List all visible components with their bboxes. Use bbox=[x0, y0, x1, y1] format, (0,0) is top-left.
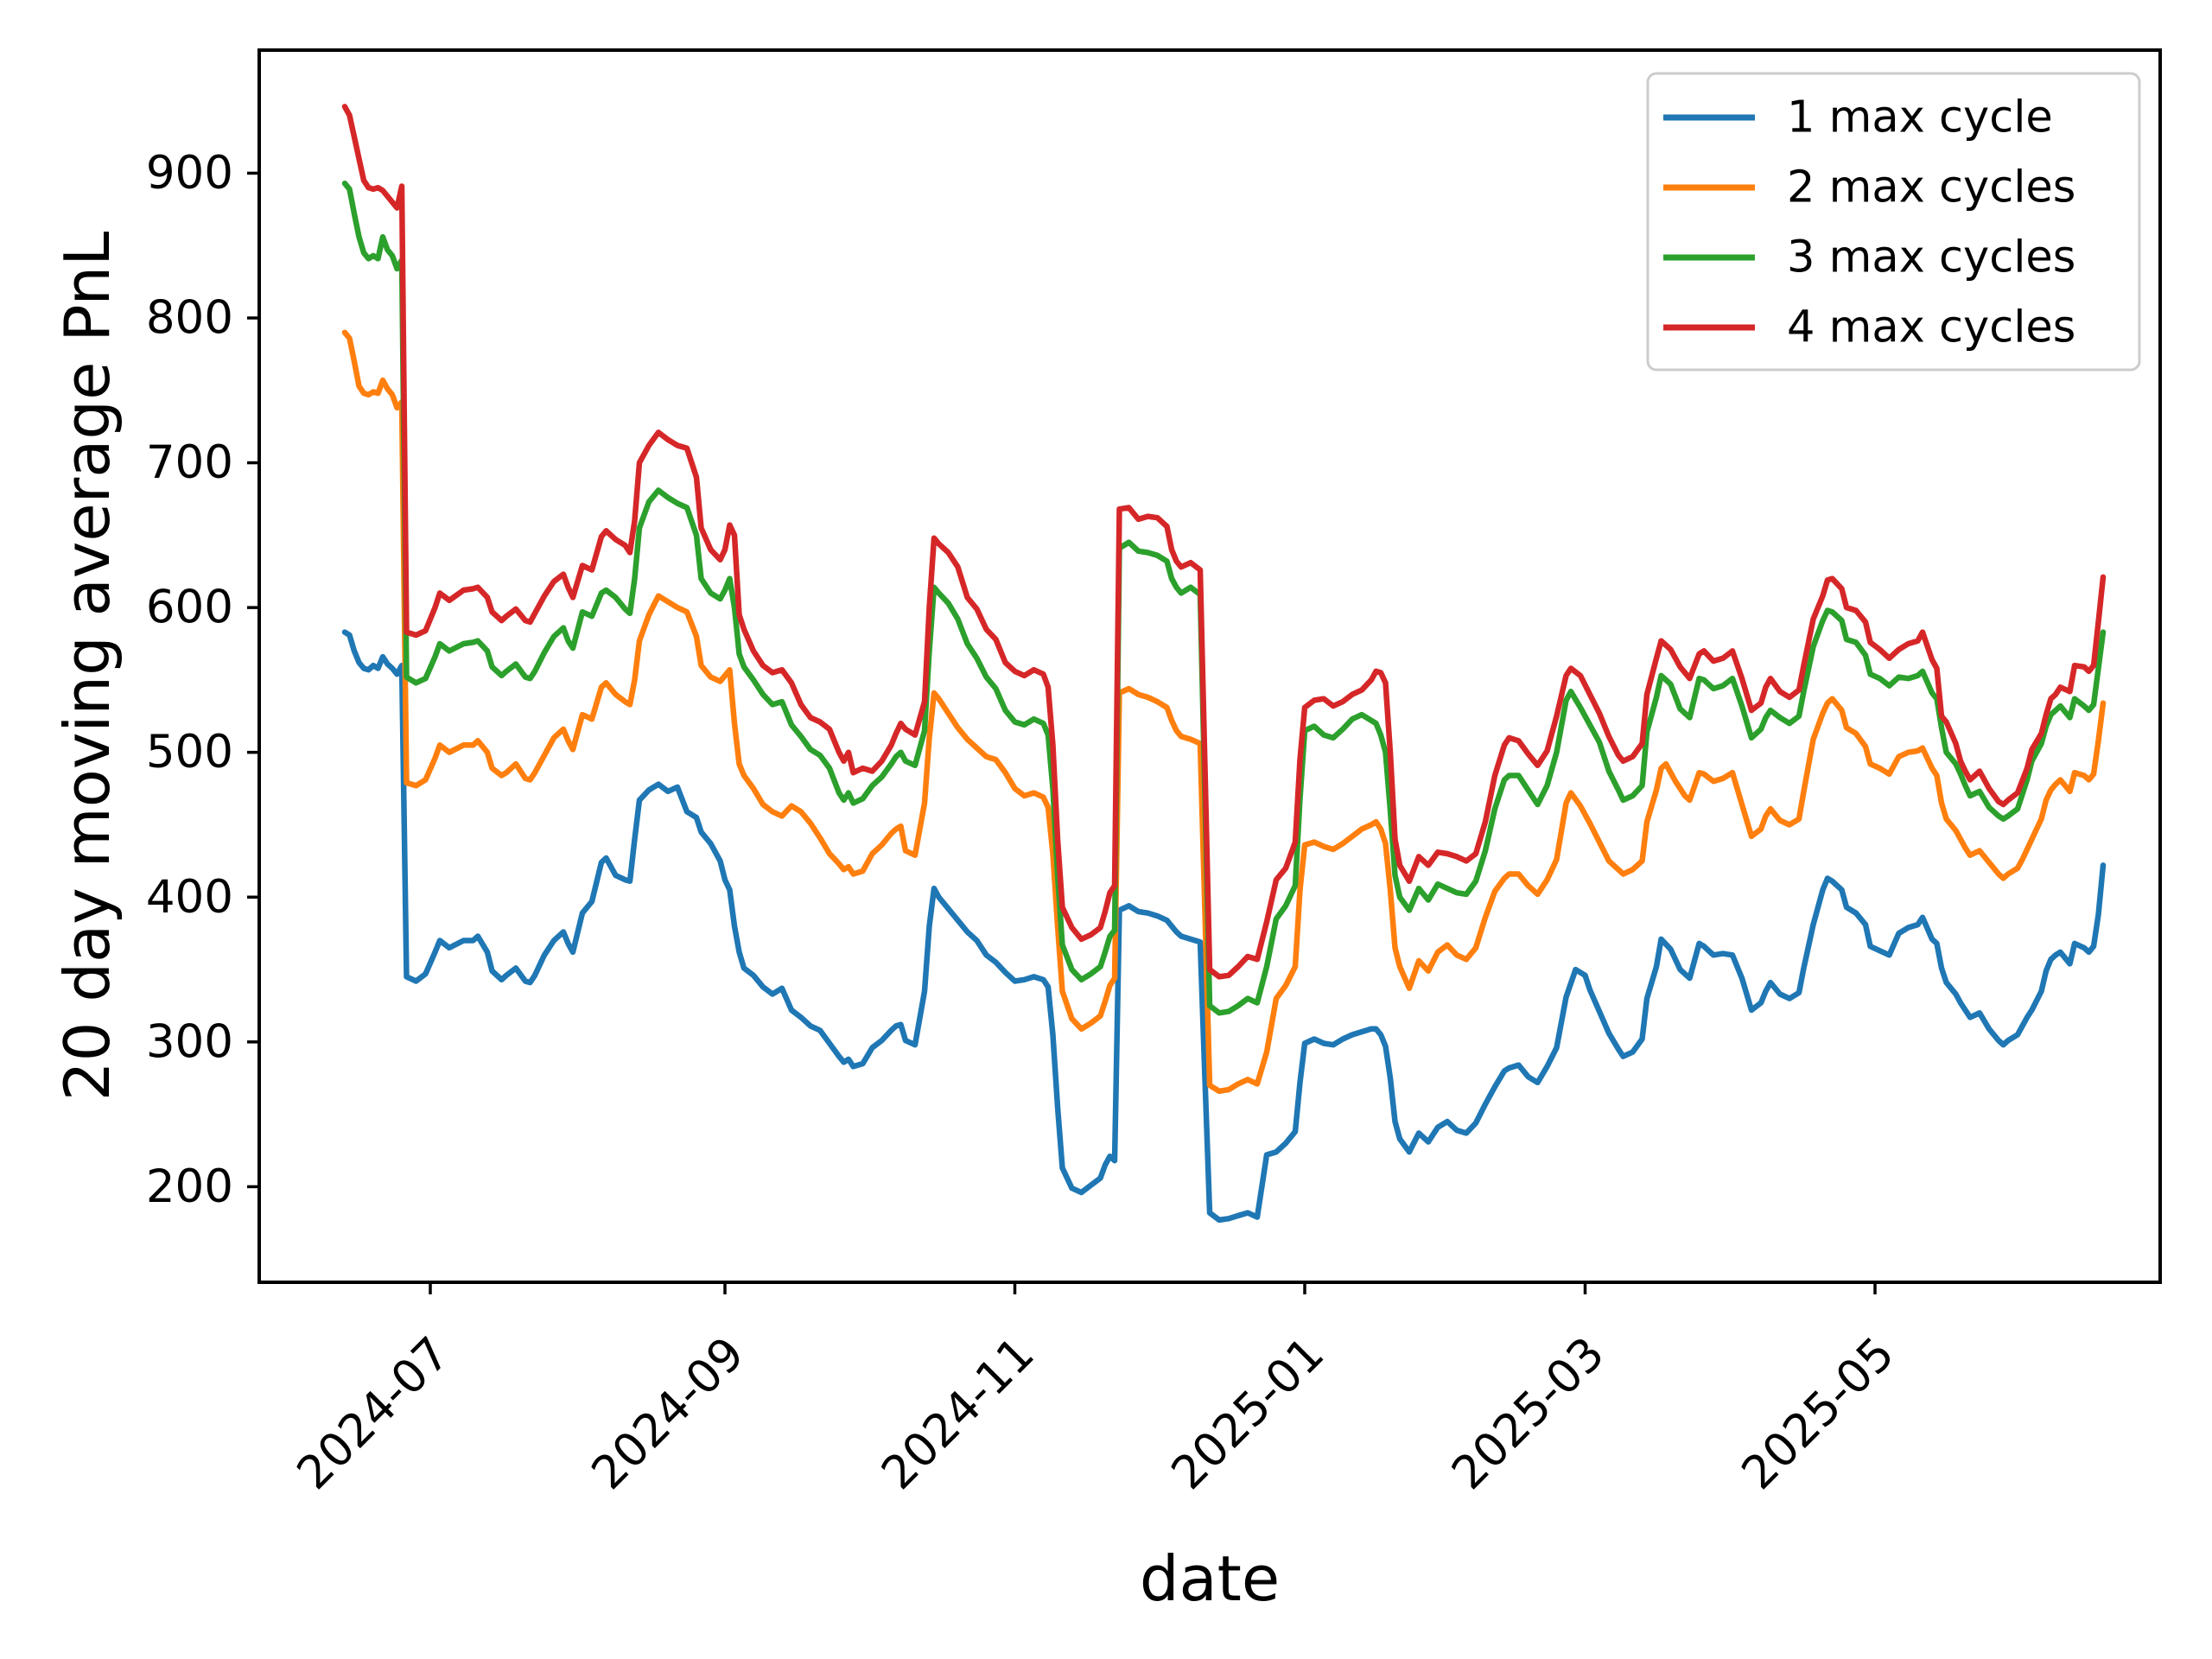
legend-label-4: 4 max cycles bbox=[1787, 302, 2075, 353]
legend-label-1: 1 max cycle bbox=[1787, 92, 2053, 143]
x-tick-label: 2025-03 bbox=[1442, 1327, 1615, 1500]
x-tick-label: 2024-07 bbox=[287, 1327, 460, 1500]
legend-label-3: 3 max cycles bbox=[1787, 232, 2075, 283]
y-tick-label: 400 bbox=[146, 871, 233, 924]
y-axis: 200 300 400 500 600 700 800 900 bbox=[146, 147, 259, 1213]
y-tick-label: 800 bbox=[146, 292, 233, 345]
y-axis-label: 20 day moving average PnL bbox=[51, 232, 124, 1101]
x-tick-label: 2025-01 bbox=[1161, 1327, 1334, 1500]
legend-box bbox=[1646, 72, 2141, 372]
series-line-4-max-cycles bbox=[341, 104, 2107, 980]
x-tick-label: 2024-09 bbox=[582, 1327, 754, 1500]
legend: 1 max cycle 2 max cycles 3 max cycles 4 max… bbox=[1646, 72, 2141, 372]
y-tick-label: 600 bbox=[146, 582, 233, 634]
x-tick-label: 2025-05 bbox=[1732, 1327, 1904, 1500]
y-tick-label: 900 bbox=[146, 147, 233, 200]
y-tick-label: 300 bbox=[146, 1015, 233, 1068]
plot-border bbox=[257, 48, 2162, 1284]
y-tick-label: 700 bbox=[146, 436, 233, 489]
legend-label-2: 2 max cycles bbox=[1787, 162, 2075, 213]
series-line-1-max-cycle bbox=[341, 629, 2107, 1224]
chart-series-lines bbox=[341, 104, 2107, 1224]
x-axis-label: date bbox=[1140, 1542, 1280, 1615]
y-tick-label: 500 bbox=[146, 726, 233, 779]
x-axis: 2024-07 2024-09 2024-11 2025-01 2025-03 2025-… bbox=[287, 1282, 1904, 1500]
x-tick-label: 2024-11 bbox=[872, 1327, 1045, 1500]
y-tick-label: 200 bbox=[146, 1160, 233, 1213]
